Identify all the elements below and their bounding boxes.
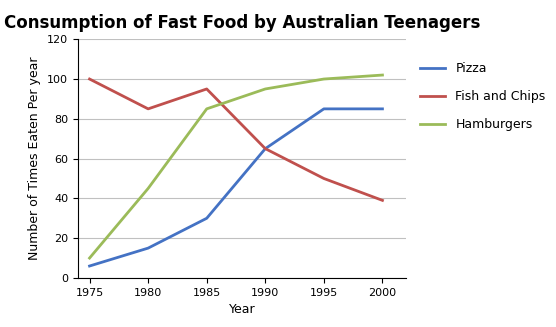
Hamburgers — [379, 73, 386, 77]
Fish and Chips — [86, 77, 93, 81]
Pizza — [86, 264, 93, 268]
Hamburgers — [203, 107, 210, 111]
Fish and Chips — [262, 147, 269, 151]
Line: Pizza: Pizza — [90, 109, 383, 266]
Fish and Chips — [203, 87, 210, 91]
Pizza — [379, 107, 386, 111]
Pizza — [321, 107, 327, 111]
Hamburgers — [262, 87, 269, 91]
Line: Fish and Chips: Fish and Chips — [90, 79, 383, 200]
Fish and Chips — [379, 198, 386, 202]
Y-axis label: Number of Times Eaten Per year: Number of Times Eaten Per year — [28, 57, 42, 260]
Hamburgers — [145, 186, 151, 190]
Line: Hamburgers: Hamburgers — [90, 75, 383, 258]
Hamburgers — [86, 256, 93, 260]
Pizza — [262, 147, 269, 151]
Hamburgers — [321, 77, 327, 81]
X-axis label: Year: Year — [229, 303, 255, 316]
Pizza — [203, 216, 210, 220]
Legend: Pizza, Fish and Chips, Hamburgers: Pizza, Fish and Chips, Hamburgers — [415, 58, 550, 136]
Fish and Chips — [145, 107, 151, 111]
Title: Consumption of Fast Food by Australian Teenagers: Consumption of Fast Food by Australian T… — [4, 14, 480, 32]
Pizza — [145, 246, 151, 250]
Fish and Chips — [321, 177, 327, 181]
